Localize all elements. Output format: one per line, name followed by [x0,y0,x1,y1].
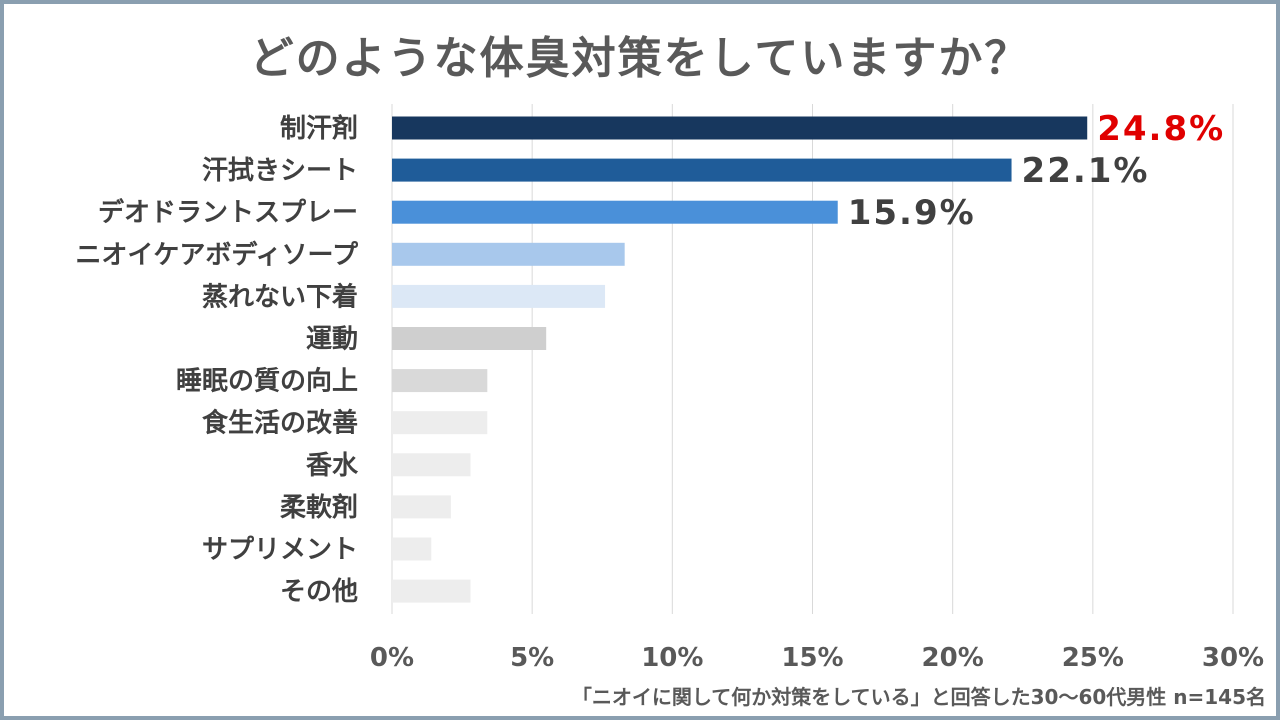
bar-3 [392,242,625,266]
category-label: デオドラントスプレー [98,197,358,228]
x-tick-label: 0% [370,643,414,673]
category-label: 柔軟剤 [280,492,358,523]
data-label: 15.9% [848,193,976,233]
x-tick-label: 25% [1062,643,1124,673]
bar-4 [392,284,606,308]
bar-11 [392,579,471,603]
category-label: 食生活の改善 [202,408,358,439]
data-label: 24.8% [1097,109,1225,149]
x-tick-label: 20% [922,643,984,673]
chart-footnote: 「ニオイに関して何か対策をしている」と回答した30～60代男性 n=145名 [571,685,1266,709]
chart-frame: どのような体臭対策をしていますか？ 0% 5% 10% 15% 20% 25% 30% 制汗剤… [4,4,1276,716]
category-label: その他 [280,577,358,607]
category-label: ニオイケアボディソープ [75,239,359,270]
bar-10 [392,537,432,561]
bar-chart: 0% 5% 10% 15% 20% 25% 30% 制汗剤汗拭きシートデオドラントスプレーニオ… [75,104,1264,673]
category-label: 制汗剤 [280,113,358,144]
category-label: 香水 [306,451,359,481]
data-label: 22.1% [1022,151,1150,191]
category-label: 蒸れない下着 [202,281,358,312]
x-tick-label: 5% [510,643,554,673]
bar-6 [392,369,488,393]
x-tick-label: 10% [641,643,703,673]
chart-title: どのような体臭対策をしていますか？ [249,33,1031,84]
x-tick-label: 15% [781,643,843,673]
bar-8 [392,453,471,477]
bar-1 [392,158,1012,182]
category-label: サプリメント [202,535,358,565]
category-label: 運動 [306,325,358,355]
bar-9 [392,495,451,519]
category-label: 睡眠の質の向上 [176,366,358,397]
x-tick-label: 30% [1202,643,1264,673]
bar-2 [392,200,838,224]
bar-5 [392,327,547,350]
bar-0 [392,116,1088,140]
bar-7 [392,411,488,435]
category-label: 汗拭きシート [202,156,358,186]
